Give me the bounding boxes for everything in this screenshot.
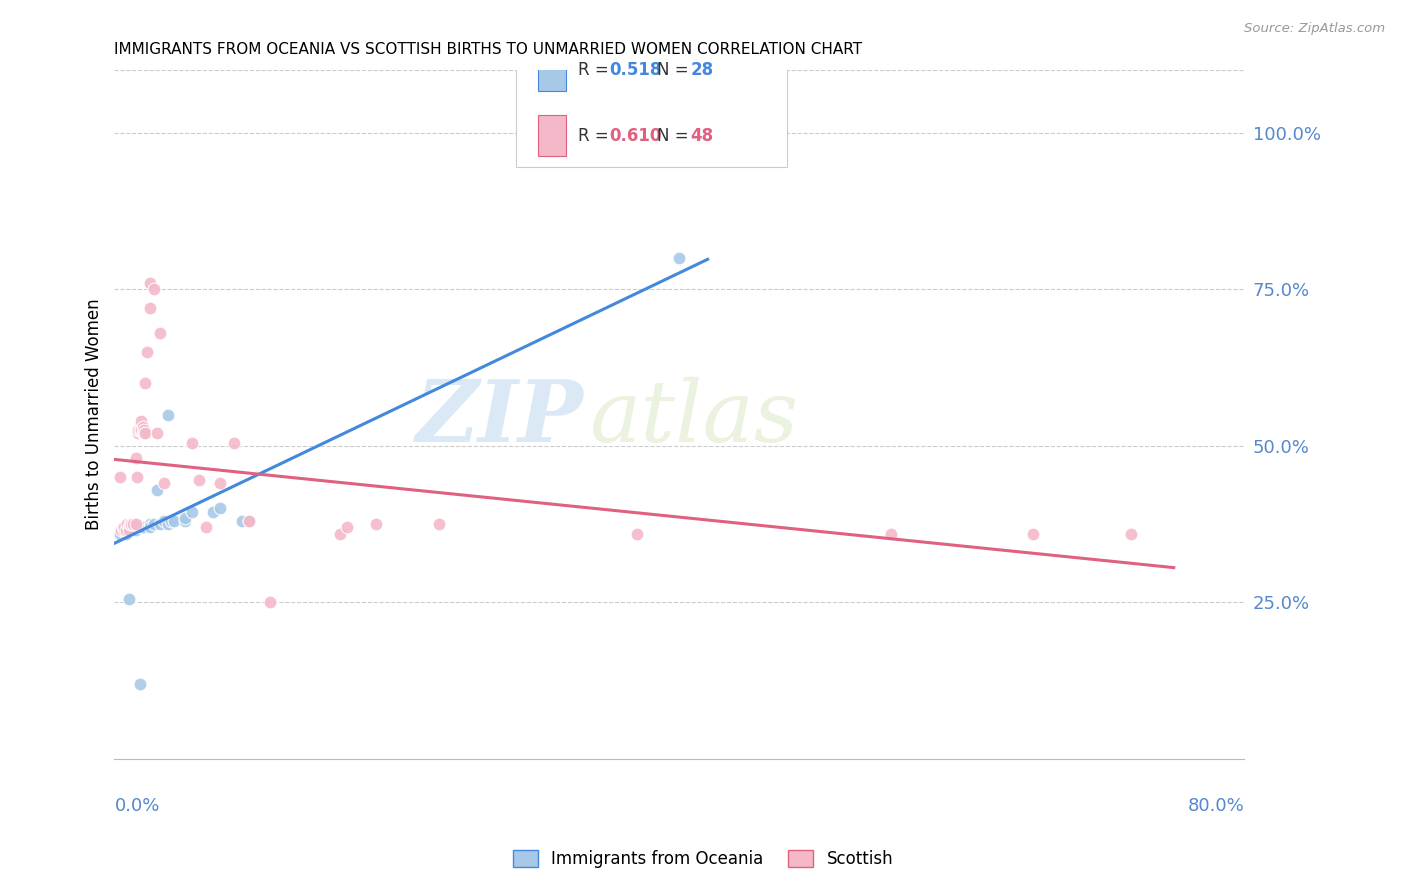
Point (134, 426, 156, 441)
Point (131, 426, 153, 441)
Point (163, 514, 186, 528)
Text: 80.0%: 80.0% (1188, 797, 1244, 814)
Point (114, 524, 136, 538)
Text: 0.0%: 0.0% (114, 797, 160, 814)
Point (195, 520, 218, 534)
Point (138, 520, 160, 534)
Point (112, 524, 135, 538)
Point (132, 426, 155, 441)
Point (329, 526, 352, 541)
Point (128, 423, 150, 437)
Y-axis label: Births to Unmarried Women: Births to Unmarried Women (86, 299, 103, 531)
Point (114, 526, 136, 541)
Point (108, 526, 131, 541)
Point (231, 514, 253, 528)
Point (149, 326, 172, 341)
Legend: Immigrants from Oceania, Scottish: Immigrants from Oceania, Scottish (506, 843, 900, 875)
Point (1121, 526, 1143, 541)
Text: ZIP: ZIP (415, 376, 583, 459)
Point (364, 517, 387, 532)
Point (132, 423, 155, 437)
Point (188, 473, 211, 487)
Point (120, 517, 142, 532)
Point (134, 376, 156, 391)
Point (125, 470, 148, 484)
Text: N =: N = (657, 127, 693, 145)
Point (336, 520, 359, 534)
Text: 28: 28 (690, 62, 714, 79)
Point (427, 517, 450, 532)
Point (117, 524, 139, 538)
Point (209, 501, 232, 516)
Point (668, 251, 690, 265)
Point (124, 517, 146, 532)
Point (128, 520, 150, 534)
Text: N =: N = (657, 62, 693, 79)
Text: atlas: atlas (589, 376, 799, 459)
Text: IMMIGRANTS FROM OCEANIA VS SCOTTISH BIRTHS TO UNMARRIED WOMEN CORRELATION CHART: IMMIGRANTS FROM OCEANIA VS SCOTTISH BIRT… (114, 42, 862, 57)
Point (153, 476, 176, 491)
FancyBboxPatch shape (516, 15, 787, 167)
Text: 0.518: 0.518 (609, 62, 662, 79)
Point (112, 520, 135, 534)
Point (202, 505, 225, 519)
FancyBboxPatch shape (538, 115, 567, 156)
Point (143, 517, 166, 532)
Point (181, 435, 204, 450)
Text: 0.610: 0.610 (609, 127, 662, 145)
Point (626, 526, 648, 541)
Text: R =: R = (578, 62, 613, 79)
Point (259, 595, 281, 609)
Point (135, 345, 157, 359)
Point (174, 511, 197, 525)
Point (157, 517, 180, 532)
Point (181, 505, 204, 519)
Point (124, 520, 146, 534)
Point (160, 514, 183, 528)
Point (115, 517, 138, 532)
Text: 48: 48 (690, 127, 714, 145)
Point (238, 514, 260, 528)
Point (174, 514, 197, 528)
Point (121, 517, 143, 532)
Text: Source: ZipAtlas.com: Source: ZipAtlas.com (1244, 22, 1385, 36)
Point (111, 520, 134, 534)
Point (131, 426, 153, 441)
Point (209, 476, 232, 491)
Point (118, 517, 141, 532)
Point (127, 423, 149, 437)
Point (143, 282, 166, 296)
Point (124, 524, 146, 538)
Point (117, 520, 139, 534)
Point (127, 426, 149, 441)
Point (131, 420, 153, 434)
Point (110, 524, 132, 538)
Point (157, 408, 180, 422)
Point (1021, 526, 1043, 541)
Point (124, 451, 146, 466)
Point (153, 514, 176, 528)
Point (138, 276, 160, 290)
Point (128, 676, 150, 690)
Point (880, 526, 903, 541)
Point (146, 483, 169, 497)
Point (138, 301, 160, 316)
Point (238, 514, 260, 528)
Point (129, 423, 152, 437)
FancyBboxPatch shape (538, 50, 567, 91)
Point (131, 520, 153, 534)
Point (134, 423, 156, 437)
Point (149, 517, 172, 532)
Point (146, 426, 169, 441)
Point (108, 470, 131, 484)
Point (138, 517, 160, 532)
Point (224, 435, 246, 450)
Point (129, 414, 152, 428)
Text: R =: R = (578, 127, 613, 145)
Point (117, 592, 139, 607)
